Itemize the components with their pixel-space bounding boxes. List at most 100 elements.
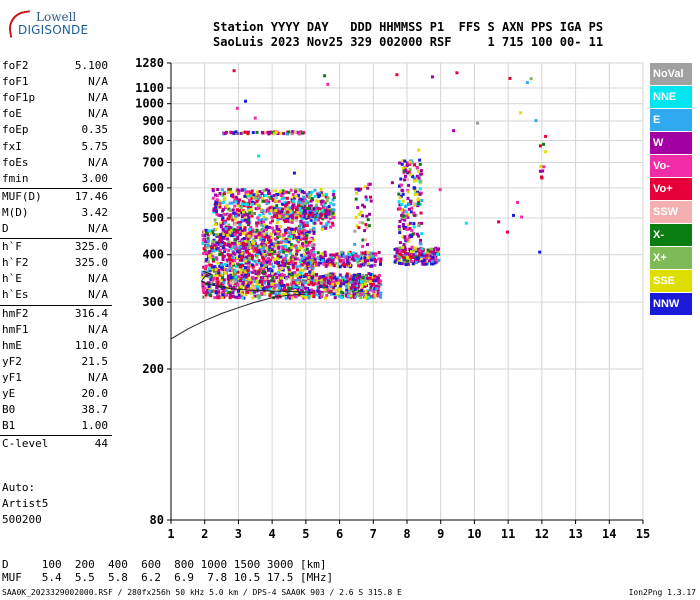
echo-point (260, 242, 264, 246)
echo-point (373, 294, 377, 298)
echo-point (408, 227, 412, 231)
echo-point (251, 202, 254, 206)
echo-point (455, 71, 459, 75)
parameter-value: N/A (88, 155, 108, 169)
echo-point (305, 247, 309, 251)
echo-point (276, 283, 280, 287)
echo-point (243, 240, 247, 244)
echo-point (309, 204, 313, 208)
echo-point (238, 223, 242, 227)
echo-point (294, 255, 298, 259)
echo-point (344, 274, 348, 278)
echo-point (334, 289, 338, 292)
echo-point (279, 276, 283, 280)
echo-point (230, 258, 234, 262)
echo-point (315, 263, 318, 267)
echo-point (289, 274, 293, 278)
echo-point (281, 189, 285, 193)
legend-item: NNE (650, 86, 692, 108)
echo-point (270, 236, 274, 240)
echo-point (250, 189, 254, 193)
echo-point (222, 192, 226, 196)
parameter-label: D (2, 222, 9, 235)
echo-point (211, 249, 215, 253)
echo-point (291, 296, 294, 300)
echo-point (348, 277, 352, 281)
echo-point (361, 259, 365, 263)
echo-point (260, 131, 264, 134)
echo-point (218, 203, 221, 207)
echo-point (224, 219, 228, 223)
echo-point (279, 194, 283, 197)
echo-point (296, 257, 300, 261)
echo-point (432, 248, 436, 251)
echo-point (244, 270, 248, 274)
echo-point (357, 226, 361, 230)
echo-point (267, 189, 271, 193)
echo-point (309, 199, 313, 203)
echo-point (317, 207, 321, 211)
legend-item: SSW (650, 201, 692, 223)
echo-point (266, 257, 270, 261)
echo-point (215, 198, 219, 202)
echo-point (217, 290, 221, 294)
echo-point (403, 236, 407, 240)
echo-point (329, 290, 333, 294)
echo-point (203, 234, 207, 237)
echo-point (228, 226, 231, 230)
echo-point (227, 223, 231, 227)
echo-point (344, 255, 348, 259)
echo-point (285, 248, 289, 252)
echo-point (398, 207, 402, 211)
echo-point (214, 193, 217, 197)
footer-distance-row: D 100 200 400 600 800 1000 1500 3000 [km… (2, 558, 327, 571)
echo-point (366, 259, 370, 263)
echo-point (259, 261, 263, 265)
echo-point (287, 293, 291, 297)
x-tick-label: 10 (467, 527, 481, 541)
echo-point (395, 73, 399, 77)
echo-point (313, 279, 317, 282)
echo-point (366, 218, 370, 222)
echo-point (417, 223, 421, 227)
echo-point (208, 254, 212, 258)
echo-point (280, 260, 284, 264)
echo-point (257, 235, 261, 239)
parameter-row: hmE 110.0 (0, 338, 112, 354)
x-tick-label: 15 (636, 527, 650, 541)
echo-point (217, 271, 221, 275)
echo-point (409, 210, 413, 214)
echo-point (369, 282, 372, 286)
echo-point (379, 291, 383, 295)
echo-point (234, 275, 238, 279)
echo-point (261, 246, 265, 250)
echo-point (400, 188, 404, 192)
echo-point (273, 284, 277, 288)
parameter-value: 110.0 (74, 338, 108, 352)
echo-point (247, 273, 251, 277)
echo-point (233, 223, 237, 227)
echo-point (273, 251, 277, 255)
echo-point (289, 251, 293, 255)
echo-point (318, 295, 322, 299)
echo-point (349, 286, 353, 290)
echo-point (265, 240, 269, 244)
echo-point (240, 273, 244, 277)
echo-point (305, 221, 309, 225)
echo-point (403, 248, 407, 252)
echo-point (256, 216, 260, 220)
echo-point (272, 245, 276, 248)
echo-point (260, 230, 264, 234)
echo-point (244, 266, 247, 270)
echo-point (217, 213, 221, 217)
echo-point (400, 208, 403, 212)
echo-point (366, 186, 370, 190)
echo-point (300, 253, 304, 257)
echo-point (417, 200, 420, 204)
echo-point (369, 252, 373, 256)
echo-point (237, 191, 241, 195)
echo-point (379, 260, 383, 264)
echo-point (223, 197, 227, 201)
echo-point (306, 192, 310, 196)
